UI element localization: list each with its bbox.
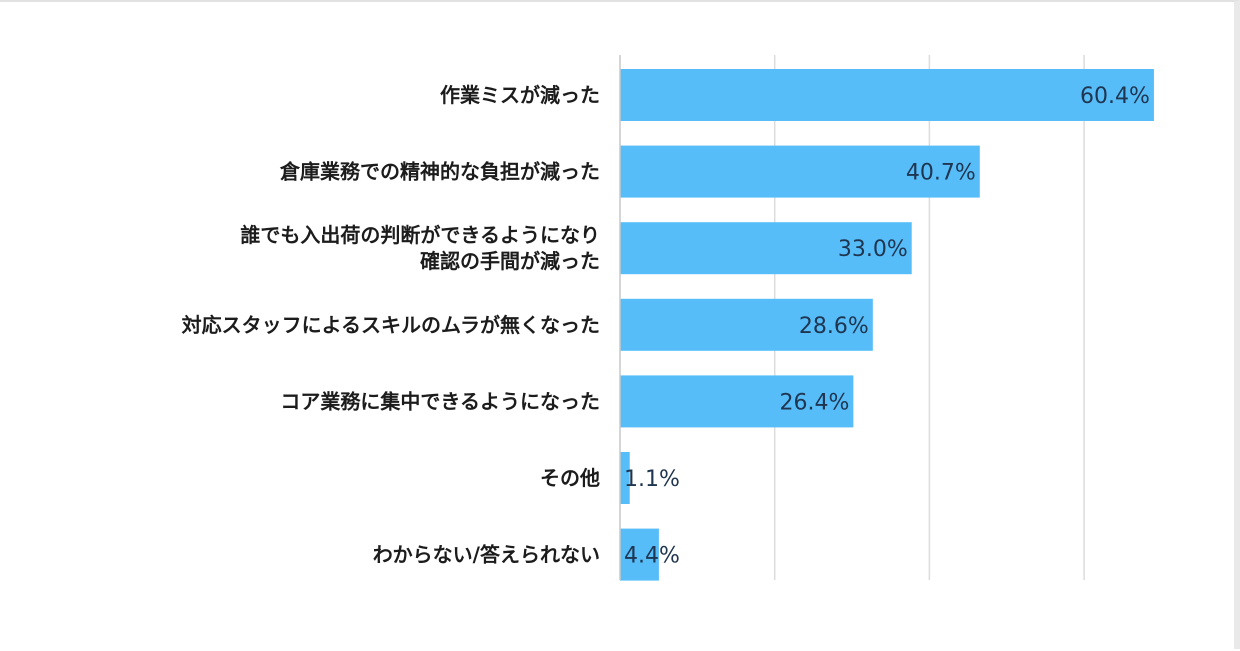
value-label: 26.4% (779, 390, 849, 415)
category-label: 倉庫業務での精神的な負担が減った (279, 160, 600, 184)
category-label: 作業ミスが減った (440, 83, 600, 107)
bars (620, 69, 1154, 581)
value-label: 1.1% (624, 467, 680, 492)
bar (620, 145, 980, 198)
category-label: わからない/答えられない (373, 543, 600, 567)
value-label: 4.4% (624, 544, 680, 569)
category-label: その他 (540, 466, 600, 490)
bar (620, 452, 630, 504)
value-label: 33.0% (838, 237, 908, 262)
category-label: 確認の手間が減った (420, 249, 600, 273)
value-label: 60.4% (1080, 84, 1150, 109)
bar (620, 69, 1154, 121)
bar (620, 222, 912, 275)
value-labels: 60.4% 40.7% 33.0% 28.6% 26.4% 1.1% 4.4% (624, 84, 1150, 569)
category-label: コア業務に集中できるようになった (280, 389, 600, 413)
bar (620, 298, 873, 351)
value-label: 28.6% (799, 314, 869, 339)
bar (620, 528, 659, 581)
category-label: 誰でも入出荷の判断ができるようになり (240, 223, 600, 247)
value-label: 40.7% (906, 161, 976, 186)
category-labels: 作業ミスが減った倉庫業務での精神的な負担が減った誰でも入出荷の判断ができるように… (181, 83, 600, 567)
category-label: 対応スタッフによるスキルのムラが無くなった (181, 313, 600, 337)
bar (620, 375, 854, 428)
